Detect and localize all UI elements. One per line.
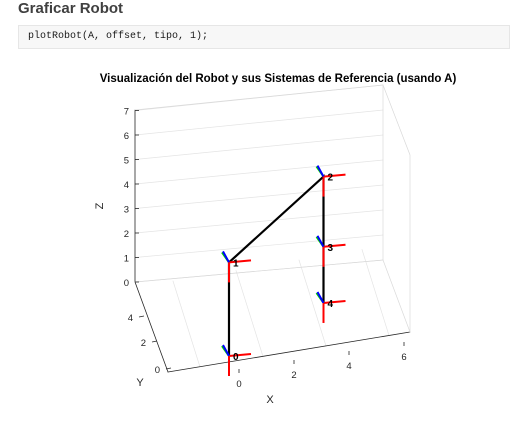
frame-label: 3	[328, 243, 334, 254]
z-tick-label: 5	[124, 156, 129, 167]
plot-3d: Visualización del Robot y sus Sistemas d…	[94, 73, 457, 406]
reference-frame: 0	[221, 344, 252, 376]
reference-frame: 4	[315, 291, 346, 323]
frame-label: 4	[328, 299, 334, 310]
x-axis-line	[167, 331, 411, 373]
y-axis-line	[134, 281, 169, 373]
reference-frame: 3	[315, 235, 346, 267]
y-tick-label: 0	[155, 365, 160, 376]
z-tick-label: 6	[124, 131, 129, 142]
z-tick-label: 4	[124, 180, 129, 191]
section-heading: Graficar Robot	[18, 0, 124, 17]
z-tick-label: 0	[124, 278, 129, 289]
frame-label: 1	[233, 258, 239, 269]
x-tick-label: 4	[346, 361, 351, 372]
chart-title: Visualización del Robot y sus Sistemas d…	[100, 73, 457, 85]
y-tick-label: 2	[141, 338, 146, 349]
y-tick-label: 4	[128, 313, 133, 324]
axes-box	[134, 84, 411, 373]
frame-label: 0	[233, 352, 239, 363]
reference-frame: 2	[315, 165, 346, 197]
z-tick-label: 2	[124, 229, 129, 240]
x-tick-label: 2	[291, 370, 296, 381]
code-text: plotRobot(A, offset, tipo, 1);	[28, 31, 209, 42]
reference-frame: 1	[221, 250, 252, 283]
z-tick-label: 7	[124, 107, 129, 118]
y-axis-label: Y	[136, 377, 144, 389]
z-tick-label: 3	[124, 205, 129, 216]
robot-figure: Visualización del Robot y sus Sistemas d…	[0, 60, 514, 416]
z-axis-label: Z	[94, 202, 106, 209]
z-tick-label: 1	[124, 254, 129, 265]
x-tick-label: 6	[401, 352, 406, 363]
reference-frames: 0 1 2 3 4	[221, 165, 346, 376]
x-tick-label: 0	[236, 379, 241, 390]
frame-label: 2	[328, 173, 334, 184]
code-block[interactable]: plotRobot(A, offset, tipo, 1);	[18, 25, 510, 49]
x-axis-label: X	[266, 394, 274, 406]
